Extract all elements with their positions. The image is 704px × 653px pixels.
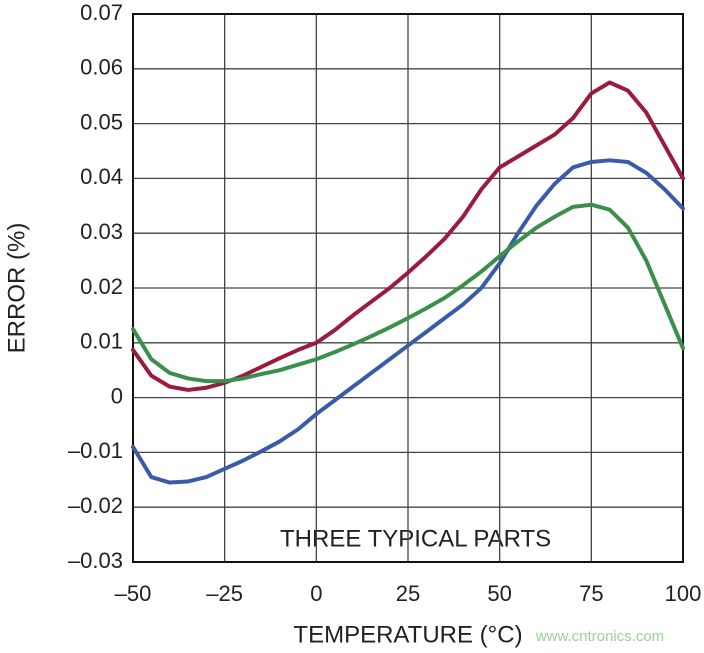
x-tick-label: –50 [115,581,152,606]
y-tick-label: –0.02 [68,493,123,518]
x-tick-label: –25 [206,581,243,606]
x-tick-label: 0 [310,581,322,606]
y-tick-label: –0.03 [68,548,123,573]
series-line [131,158,685,485]
y-tick-label: 0.03 [80,219,123,244]
y-tick-label: 0.01 [80,329,123,354]
y-tick-label: 0.02 [80,274,123,299]
x-tick-label: 50 [487,581,511,606]
y-tick-label: 0.04 [80,164,123,189]
plot-border [132,13,684,563]
y-tick-label: 0.05 [80,109,123,134]
x-tick-label: 75 [579,581,603,606]
x-axis-label: TEMPERATURE (°C) [293,621,522,648]
y-tick-label: 0.07 [80,0,123,25]
x-tick-label: 25 [396,581,420,606]
y-tick-label: 0.06 [80,55,123,80]
annotation: THREE TYPICAL PARTS [280,525,551,552]
y-axis-label: ERROR (%) [3,223,30,354]
y-tick-label: 0 [111,383,123,408]
series-line [131,202,685,384]
y-tick-label: –0.01 [68,438,123,463]
watermark: www.cntronics.com [535,628,664,645]
x-tick-label: 100 [665,581,702,606]
